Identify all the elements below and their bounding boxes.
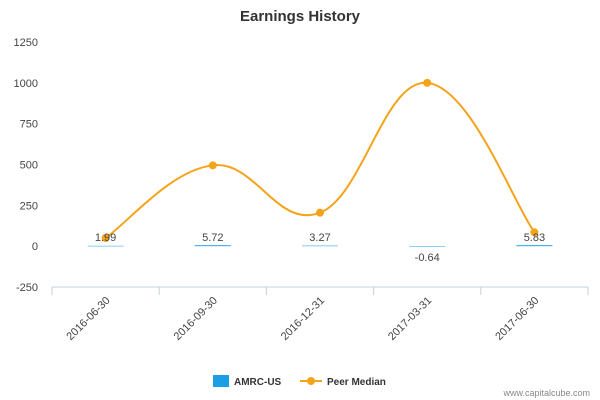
credit-text: www.capitalcube.com [502,388,590,398]
y-tick-label: 500 [20,160,38,172]
y-axis: -250 0 250 500 750 1000 1250 [14,37,38,294]
bar-series [87,245,553,247]
y-tick-label: -250 [16,282,38,294]
data-labels: 1.99 5.72 3.27 -0.64 5.83 [95,232,545,264]
x-tick-label: 2017-06-30 [493,295,541,343]
legend-label-peer-median: Peer Median [327,377,386,388]
peer-median-line [105,81,536,239]
x-tick-label: 2016-06-30 [64,295,112,343]
y-tick-label: 250 [20,200,38,212]
peer-median-point [530,228,539,237]
x-tick-label: 2016-09-30 [172,295,220,343]
data-label: 1.99 [95,232,116,244]
peer-median-point [101,234,110,242]
x-tick-label: 2016-12-31 [279,295,327,343]
y-tick-label: 750 [20,119,38,131]
data-label: -0.64 [415,252,440,264]
peer-median-point [423,78,432,87]
data-label: 5.83 [524,232,545,244]
chart-title: Earnings History [240,8,361,25]
y-tick-label: 0 [32,241,38,253]
legend: AMRC-US Peer Median [213,375,386,388]
bar-amrc-us [87,245,124,247]
peer-median-point [316,208,324,217]
data-label: 3.27 [309,232,330,244]
x-tick-label: 2017-03-31 [386,295,434,343]
bar-amrc-us [194,245,231,247]
data-label: 5.72 [202,232,223,244]
legend-label-amrc-us: AMRC-US [234,377,282,388]
bar-amrc-us [516,245,553,247]
bar-amrc-us [409,246,446,247]
line-series [101,78,539,242]
legend-marker-peer-median [307,377,315,385]
y-tick-label: 1250 [14,37,38,49]
y-tick-label: 1000 [14,78,38,90]
legend-swatch-amrc-us [213,375,229,387]
x-axis: 2016-06-30 2016-09-30 2016-12-31 2017-03-31… [51,286,589,343]
peer-median-point [208,161,217,170]
bar-amrc-us [302,245,338,247]
